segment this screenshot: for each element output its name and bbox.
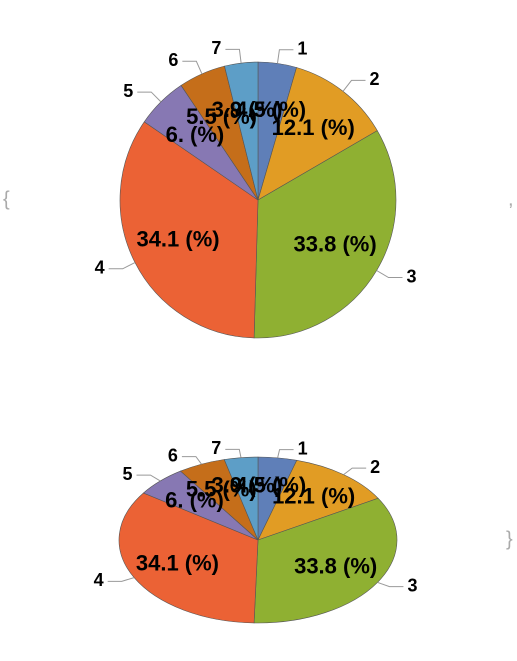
value-label: 33.8 (%) xyxy=(294,232,377,257)
value-label: 5.5 (%) xyxy=(186,477,257,502)
pie-slice xyxy=(257,67,378,201)
value-label: 6. (%) xyxy=(165,487,224,512)
pie-slice xyxy=(118,492,259,624)
value-label: 3.9 (%) xyxy=(211,472,282,497)
leader-line xyxy=(136,474,161,482)
value-label: 4.5 (%) xyxy=(235,472,306,497)
category-label: 7 xyxy=(211,38,221,58)
category-label: 2 xyxy=(370,457,380,477)
leader-line xyxy=(181,456,202,465)
category-label: 5 xyxy=(123,81,133,101)
leader-line xyxy=(225,448,242,458)
leader-line xyxy=(108,262,136,270)
category-label: 5 xyxy=(122,464,132,484)
close-brace: } xyxy=(506,528,513,550)
value-label: 33.8 (%) xyxy=(294,553,377,578)
leader-line xyxy=(276,49,294,64)
separator: , xyxy=(508,188,514,210)
category-label: 6 xyxy=(168,445,178,465)
leader-line xyxy=(107,577,135,582)
category-label: 4 xyxy=(95,258,105,278)
leader-line xyxy=(225,48,242,64)
value-label: 3.9 (%) xyxy=(212,97,283,122)
open-brace: { xyxy=(3,188,10,210)
leader-line xyxy=(377,581,404,588)
category-label: 2 xyxy=(369,69,379,89)
pie-slice xyxy=(253,497,398,624)
category-label: 3 xyxy=(407,575,417,595)
pie-slice xyxy=(119,121,259,339)
pie-slice xyxy=(257,459,379,541)
value-label: 12.1 (%) xyxy=(272,483,355,508)
value-label: 6. (%) xyxy=(166,122,225,147)
value-label: 4.5 (%) xyxy=(235,97,306,122)
leader-line xyxy=(277,449,294,458)
category-label: 1 xyxy=(298,438,308,458)
value-label: 5.5 (%) xyxy=(186,104,257,129)
category-label: 4 xyxy=(94,570,104,590)
category-label: 6 xyxy=(168,50,178,70)
leader-line xyxy=(182,60,203,75)
value-label: 12.1 (%) xyxy=(272,115,355,140)
leader-line xyxy=(343,467,367,476)
value-label: 34.1 (%) xyxy=(136,226,219,251)
category-label: 1 xyxy=(297,38,307,58)
leader-line xyxy=(137,91,162,103)
category-label: 3 xyxy=(406,266,416,286)
leader-line xyxy=(376,270,403,279)
value-label: 34.1 (%) xyxy=(136,550,219,575)
leader-line xyxy=(342,79,366,92)
category-label: 7 xyxy=(211,438,221,458)
